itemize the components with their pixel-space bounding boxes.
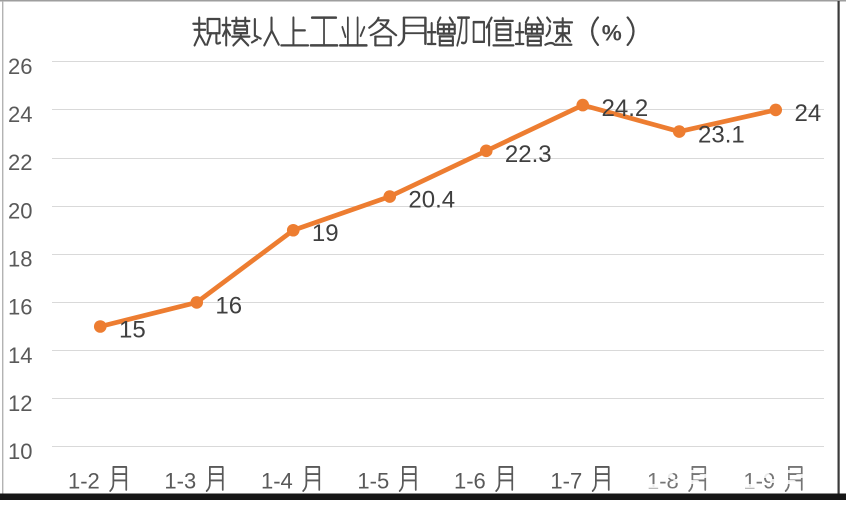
svg-text:1-2: 1-2 — [68, 469, 100, 494]
svg-text:16: 16 — [215, 292, 242, 319]
svg-text:1-5: 1-5 — [357, 469, 389, 494]
svg-text:%: % — [602, 20, 622, 45]
svg-text:1-7: 1-7 — [550, 469, 582, 494]
svg-text:20.4: 20.4 — [408, 187, 455, 214]
svg-text:24: 24 — [8, 102, 32, 127]
svg-text:16: 16 — [8, 295, 32, 320]
svg-text:1-4: 1-4 — [261, 469, 293, 494]
svg-text:22.3: 22.3 — [505, 141, 552, 168]
svg-text:20: 20 — [8, 198, 32, 223]
svg-text:22: 22 — [8, 150, 32, 175]
svg-text:1-6: 1-6 — [454, 469, 486, 494]
svg-text:24.2: 24.2 — [602, 95, 649, 122]
svg-text:12: 12 — [8, 391, 32, 416]
svg-text:26: 26 — [8, 54, 32, 79]
svg-text:14: 14 — [8, 343, 32, 368]
svg-text:24: 24 — [795, 100, 822, 127]
svg-text:1-3: 1-3 — [164, 469, 196, 494]
svg-text:19: 19 — [312, 220, 339, 247]
svg-text:10: 10 — [8, 439, 32, 464]
svg-text:23.1: 23.1 — [698, 122, 745, 149]
svg-text:18: 18 — [8, 247, 32, 272]
svg-text:15: 15 — [119, 317, 146, 344]
